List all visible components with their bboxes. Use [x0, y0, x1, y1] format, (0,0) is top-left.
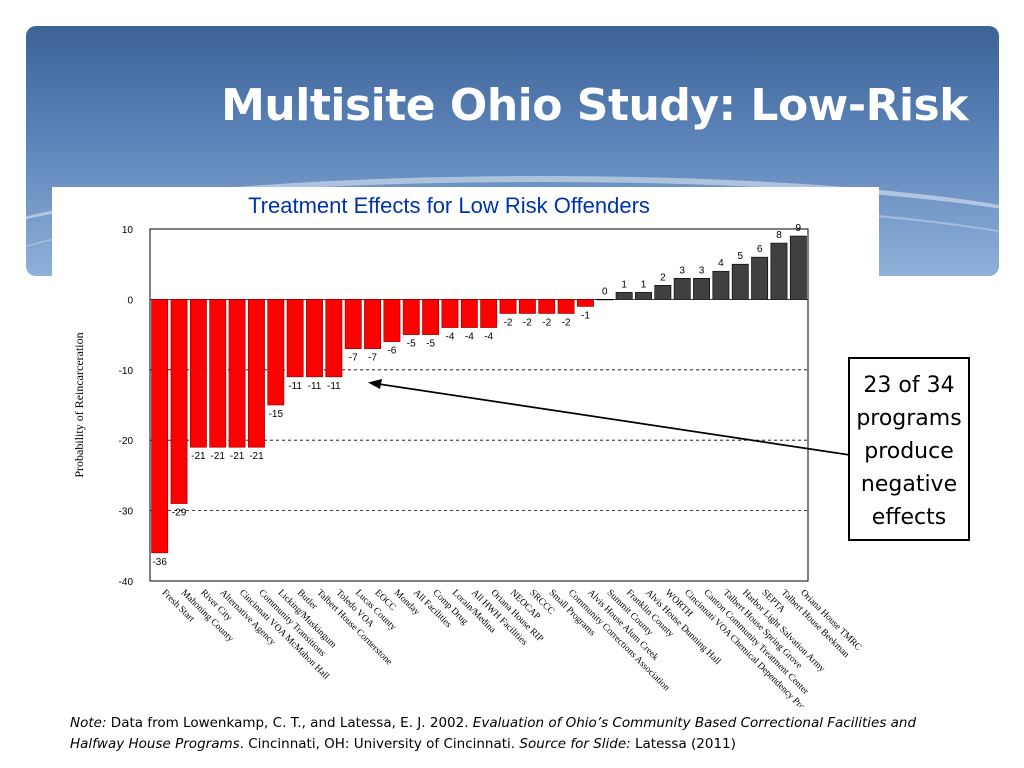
note-text-1: Data from Lowenkamp, C. T., and Latessa,… [106, 715, 473, 731]
bar [577, 299, 594, 307]
data-label: 6 [757, 244, 763, 255]
data-label: -11 [308, 381, 322, 392]
chart-title: Treatment Effects for Low Risk Offenders [248, 193, 650, 218]
bar [306, 299, 323, 378]
data-label: -21 [230, 451, 245, 462]
y-tick-label: -20 [119, 436, 134, 447]
bar [557, 299, 575, 314]
bar [518, 299, 536, 314]
y-axis-label: Probability of Reincarceration [72, 332, 86, 477]
bar [635, 292, 652, 300]
slide-title: Multisite Ohio Study: Low-Risk [221, 80, 968, 131]
note-text-2: . Cincinnati, OH: University of Cincinna… [239, 736, 520, 752]
callout-arrow-head [368, 379, 382, 389]
data-label: -21 [249, 451, 264, 462]
note-source-text: Latessa (2011) [630, 736, 736, 752]
data-label: -5 [407, 339, 416, 350]
note-title: Evaluation of Ohio’s Community Based Cor… [70, 715, 917, 752]
data-label: 3 [699, 265, 705, 276]
data-label: -2 [562, 317, 571, 328]
data-label: -29 [172, 508, 187, 519]
bar [344, 299, 362, 349]
data-label: 2 [660, 272, 666, 283]
note-source-label: Source for Slide: [519, 736, 631, 752]
note-label: Note: [70, 715, 107, 731]
data-label: 1 [621, 279, 627, 290]
data-label: 1 [641, 279, 647, 290]
data-label: 4 [718, 258, 724, 269]
bar [731, 263, 749, 300]
bar [441, 299, 459, 328]
bar [267, 299, 285, 406]
bar [789, 235, 807, 300]
bar [364, 299, 381, 349]
data-label: -6 [387, 346, 396, 357]
data-label: 3 [679, 265, 685, 276]
bar [209, 299, 227, 448]
data-label: -11 [288, 381, 302, 392]
bar-chart: Treatment Effects for Low Risk Offenders… [72, 193, 863, 707]
data-label: -21 [211, 451, 226, 462]
bar [693, 277, 710, 300]
bar [383, 299, 401, 342]
data-label: 0 [602, 286, 608, 297]
y-tick-label: -30 [119, 507, 134, 518]
banner-swoosh [26, 176, 999, 276]
callout-arrow-line [371, 382, 851, 456]
bar [538, 299, 556, 314]
data-label: 5 [737, 251, 743, 262]
bar [286, 299, 304, 378]
callout-box: 23 of 34 programs produce negative effec… [848, 357, 970, 541]
bar [654, 285, 672, 300]
data-label: -11 [327, 381, 341, 392]
data-label: -36 [152, 557, 167, 568]
data-label: -5 [426, 339, 435, 350]
data-label: -2 [542, 317, 551, 328]
data-label: -2 [504, 317, 513, 328]
bar [170, 299, 188, 504]
y-tick-label: -10 [119, 366, 134, 377]
data-label: -7 [349, 353, 358, 364]
bar [402, 299, 420, 335]
data-label: 8 [776, 230, 782, 241]
bar [422, 299, 440, 335]
bar [151, 299, 169, 554]
bar [712, 270, 730, 300]
data-label: -7 [368, 353, 377, 364]
data-label: -4 [446, 332, 455, 343]
bar [596, 299, 614, 301]
bar [189, 299, 207, 448]
bar [751, 256, 769, 300]
bar [499, 299, 517, 314]
bar [325, 299, 343, 378]
data-label: -21 [191, 451, 206, 462]
bar [480, 299, 498, 328]
y-tick-label: -40 [119, 577, 134, 588]
bar [460, 299, 478, 328]
bar [673, 277, 691, 300]
data-label: -1 [581, 310, 590, 321]
data-label: -15 [269, 409, 284, 420]
plot-frame [149, 228, 809, 582]
citation-note: Note: Data from Lowenkamp, C. T., and La… [70, 713, 970, 755]
chart-panel: Treatment Effects for Low Risk Offenders… [52, 187, 879, 707]
y-tick-label: 0 [127, 295, 133, 306]
bar [228, 299, 246, 448]
data-label: -2 [523, 317, 532, 328]
data-label: -4 [465, 332, 474, 343]
data-label: 9 [796, 223, 802, 234]
y-tick-label: 10 [122, 225, 134, 236]
bar [248, 299, 265, 448]
bar [770, 242, 788, 300]
bar [615, 292, 633, 300]
data-label: -4 [484, 332, 493, 343]
